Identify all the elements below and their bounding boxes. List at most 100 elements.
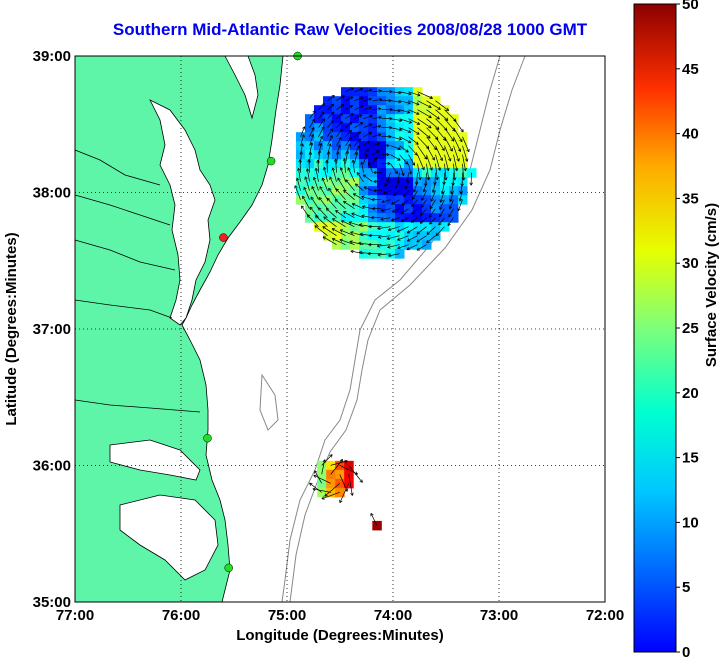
velocity-arrow [400,217,409,222]
velocity-cell [350,177,360,187]
velocity-arrowhead [411,203,415,207]
velocity-arrow [417,145,428,160]
velocity-arrow [310,196,319,209]
velocity-arrow [388,226,400,231]
velocity-arrowhead [435,176,439,181]
velocity-vectors [294,87,473,526]
velocity-arrow [460,181,463,194]
velocity-arrow [411,208,418,215]
velocity-cell [323,159,333,169]
velocity-cell [323,105,333,115]
velocity-cell [332,159,342,169]
velocity-arrow [444,136,453,152]
velocity-arrow [453,163,456,181]
velocity-cell [350,195,360,205]
velocity-arrowhead [363,186,367,190]
velocity-arrow [372,125,382,129]
velocity-cell [332,168,342,178]
velocity-arrowhead [319,143,323,147]
velocity-arrow [400,208,409,215]
velocity-arrowhead [401,172,405,176]
velocity-arrowhead [396,229,401,233]
velocity-cell [332,231,342,241]
velocity-arrow [397,172,400,183]
velocity-arrow [362,174,373,182]
velocity-arrowhead [329,135,333,139]
velocity-arrowhead [429,221,433,225]
velocity-cell [317,487,327,498]
velocity-arrowhead [420,212,424,216]
velocity-arrow [417,127,431,139]
pamlico-sound [119,494,219,581]
velocity-arrowhead [397,157,401,161]
velocity-cell [350,222,360,232]
velocity-cell [413,222,423,232]
velocity-cell [395,213,405,223]
velocity-arrow [426,118,440,130]
velocity-cell [332,141,342,151]
velocity-cell [350,150,360,160]
velocity-arrowhead [397,146,401,151]
velocity-arrowhead [358,241,362,246]
velocity-arrowhead [407,129,412,134]
velocity-arrowhead [377,226,381,230]
velocity-arrow [417,91,433,99]
velocity-arrowhead [326,151,331,155]
velocity-arrow [336,95,345,101]
velocity-arrow [372,90,382,93]
velocity-arrow [331,228,346,236]
velocity-arrow [326,208,337,218]
velocity-arrow [380,208,391,212]
velocity-cell [341,132,351,142]
velocity-arrowhead [373,188,377,193]
velocity-arrowhead [336,151,340,155]
velocity-arrow [435,109,449,121]
velocity-arrowhead [331,167,336,171]
velocity-cell [350,186,360,196]
velocity-arrowhead [339,459,344,463]
velocity-arrow [426,163,430,181]
velocity-arrowhead [354,151,359,156]
velocity-arrow [390,163,398,174]
velocity-arrow [363,140,370,146]
velocity-arrow [386,172,391,183]
velocity-arrow [322,226,337,236]
velocity-arrowhead [300,143,304,147]
velocity-arrow [309,118,315,128]
velocity-arrowhead [457,207,461,212]
velocity-cell [305,141,315,151]
velocity-cell [296,159,306,169]
velocity-arrowhead [314,225,318,229]
velocity-arrowhead [328,187,332,192]
velocity-arrowhead [416,102,420,106]
radar-station-marker [266,156,276,166]
velocity-cell [404,231,414,241]
velocity-cell [332,114,342,124]
velocity-arrow [420,208,427,216]
velocity-cell [341,195,351,205]
velocity-arrow [462,163,465,181]
velocity-arrow [363,115,373,120]
velocity-arrow [377,253,391,256]
velocity-arrowhead [350,113,354,117]
velocity-arrowhead [349,240,353,244]
velocity-cell [395,204,405,214]
velocity-arrowhead [357,138,361,142]
velocity-cell [377,231,387,241]
velocity-arrowhead [315,215,319,219]
x-tick-label: 74:00 [374,607,412,624]
velocity-arrow [352,159,355,173]
velocity-arrowhead [448,158,452,162]
velocity-arrowhead [416,231,420,235]
velocity-cell [422,222,432,232]
velocity-arrowhead [313,474,317,478]
velocity-arrow [383,190,391,194]
velocity-arrowhead [416,247,420,251]
velocity-arrowhead [407,238,411,242]
velocity-arrow [408,136,419,145]
velocity-cell [359,231,369,241]
velocity-cell [359,177,369,187]
velocity-cell [305,132,315,142]
velocity-arrowhead [406,230,411,234]
velocity-arrowhead [298,159,302,163]
